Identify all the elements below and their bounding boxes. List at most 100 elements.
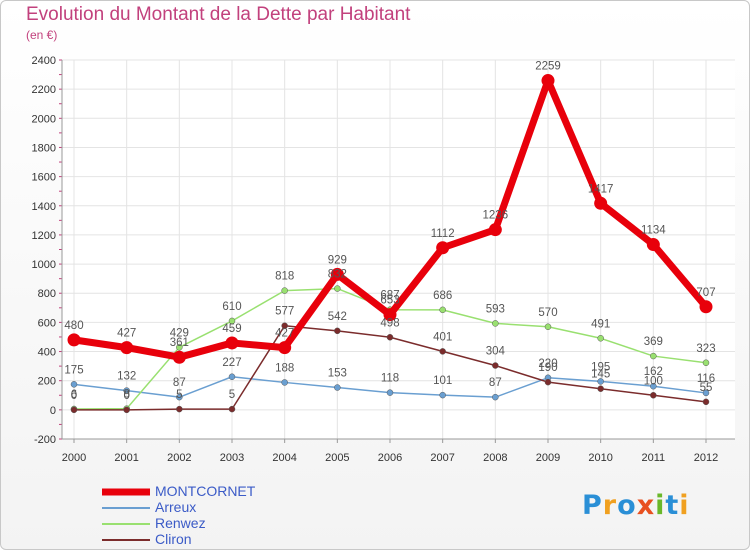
data-label: 100 <box>644 375 663 387</box>
data-point <box>281 287 288 294</box>
data-label: 153 <box>328 368 347 380</box>
data-label: 593 <box>486 303 505 315</box>
x-tick-label: 2002 <box>167 452 191 464</box>
data-point <box>225 336 239 350</box>
data-point <box>176 344 183 351</box>
data-label: 577 <box>275 306 294 318</box>
data-point <box>70 381 78 388</box>
data-point <box>228 373 236 381</box>
data-label: 118 <box>381 373 399 385</box>
data-point <box>228 317 236 325</box>
data-point <box>702 398 710 406</box>
data-label: 401 <box>433 331 452 343</box>
x-tick-label: 2005 <box>325 452 349 464</box>
data-point <box>439 306 446 314</box>
data-point <box>176 405 183 413</box>
x-tick-label: 2007 <box>430 452 454 464</box>
data-point <box>386 389 394 396</box>
data-point <box>436 241 450 255</box>
data-point <box>281 379 288 386</box>
data-label: 5 <box>229 389 235 401</box>
data-label: 101 <box>433 375 452 387</box>
data-label: 8 <box>123 389 129 401</box>
data-label: 570 <box>538 307 557 319</box>
data-label: 1236 <box>483 210 509 222</box>
data-label: 707 <box>696 287 715 299</box>
logo-letter: o <box>617 490 637 521</box>
y-tick-label: 1800 <box>32 142 56 154</box>
data-point <box>699 300 713 314</box>
legend-label-montcornet: MONTCORNET <box>155 483 256 499</box>
data-point <box>597 378 604 385</box>
data-label: 427 <box>275 328 294 340</box>
logo-letter: i <box>655 490 666 521</box>
data-label: 116 <box>697 373 715 385</box>
data-point <box>439 348 446 355</box>
data-point <box>123 387 130 394</box>
y-tick-label: 0 <box>50 405 56 417</box>
data-point <box>597 385 604 392</box>
y-tick-label: 1000 <box>32 259 56 271</box>
logo-letter: t <box>665 490 680 521</box>
y-tick-label: 200 <box>38 376 56 388</box>
data-point <box>439 391 446 399</box>
y-tick-label: 2400 <box>32 55 56 67</box>
y-tick-label: -200 <box>34 434 56 446</box>
y-tick-label: 1600 <box>32 172 56 184</box>
data-point <box>597 335 604 342</box>
data-label: 1134 <box>641 225 666 237</box>
data-point <box>278 341 292 355</box>
chart-subtitle: (en €) <box>26 28 58 42</box>
data-label: 429 <box>170 327 189 339</box>
x-tick-label: 2008 <box>483 452 507 464</box>
data-point <box>594 196 608 210</box>
data-point <box>172 350 186 364</box>
data-label: 653 <box>380 295 399 307</box>
x-tick-label: 2006 <box>378 452 402 464</box>
y-tick-label: 1400 <box>32 201 56 213</box>
data-point <box>650 392 657 399</box>
x-tick-label: 2009 <box>536 452 560 464</box>
data-label: 162 <box>644 366 663 378</box>
data-label: 427 <box>117 328 136 340</box>
data-point <box>334 384 341 391</box>
data-label: 686 <box>433 290 452 302</box>
y-tick-label: 800 <box>38 288 56 300</box>
data-label: 1417 <box>588 183 614 195</box>
y-tick-label: 400 <box>38 347 56 359</box>
data-label: 6 <box>71 389 77 401</box>
x-tick-label: 2010 <box>588 452 612 464</box>
data-point <box>544 378 552 386</box>
data-label: 190 <box>538 362 557 374</box>
data-label: 542 <box>328 311 347 323</box>
data-label: 361 <box>170 337 189 349</box>
data-point <box>702 389 710 397</box>
logo-letter: x <box>636 490 656 521</box>
data-point <box>383 308 397 322</box>
data-point <box>70 406 78 414</box>
data-point <box>541 74 555 88</box>
data-point <box>120 341 134 355</box>
data-label: 2259 <box>535 61 561 73</box>
legend-label-cliron: Cliron <box>155 531 192 547</box>
chart-title: Evolution du Montant de la Dette par Hab… <box>26 4 411 25</box>
proxiti-logo: Proxiti <box>582 490 690 521</box>
data-label: 220 <box>538 358 557 370</box>
data-label: 145 <box>591 369 610 381</box>
y-tick-label: 2200 <box>32 84 56 96</box>
x-tick-label: 2011 <box>642 452 666 464</box>
data-label: 498 <box>380 317 399 329</box>
data-point <box>492 320 499 327</box>
data-point <box>702 359 710 367</box>
data-point <box>650 352 657 360</box>
data-label: 132 <box>117 371 136 383</box>
data-label: 480 <box>64 320 83 332</box>
x-tick-label: 2003 <box>220 452 244 464</box>
data-label: 87 <box>173 377 186 389</box>
data-point <box>334 285 341 292</box>
y-tick-label: 2000 <box>32 113 56 125</box>
data-label: 818 <box>275 271 294 283</box>
data-label: 55 <box>700 382 713 394</box>
legend-label-renwez: Renwez <box>155 515 206 531</box>
